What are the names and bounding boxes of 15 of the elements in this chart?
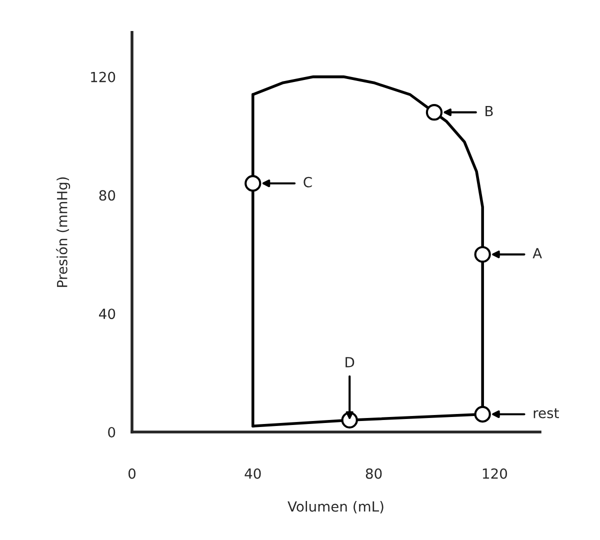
x-tick-label: 80 — [366, 468, 382, 479]
x-tick-label: 120 — [482, 468, 507, 479]
y-tick-label: 80 — [99, 190, 116, 201]
annotation: rest — [534, 408, 559, 418]
y-axis-title: Presión (mmHg) — [56, 177, 70, 287]
y-tick-label: 120 — [91, 72, 116, 82]
annotation: A — [532, 248, 542, 258]
annotation: C — [304, 176, 312, 188]
x-tick-label: 40 — [244, 468, 261, 479]
y-tick-label: 0 — [108, 426, 116, 438]
x-axis-title: Volumen (mL) — [288, 500, 384, 514]
annotation: B — [486, 106, 493, 116]
annotation: D — [346, 357, 354, 368]
x-tick-label: 0 — [128, 468, 136, 479]
y-tick-label: 40 — [99, 308, 116, 320]
